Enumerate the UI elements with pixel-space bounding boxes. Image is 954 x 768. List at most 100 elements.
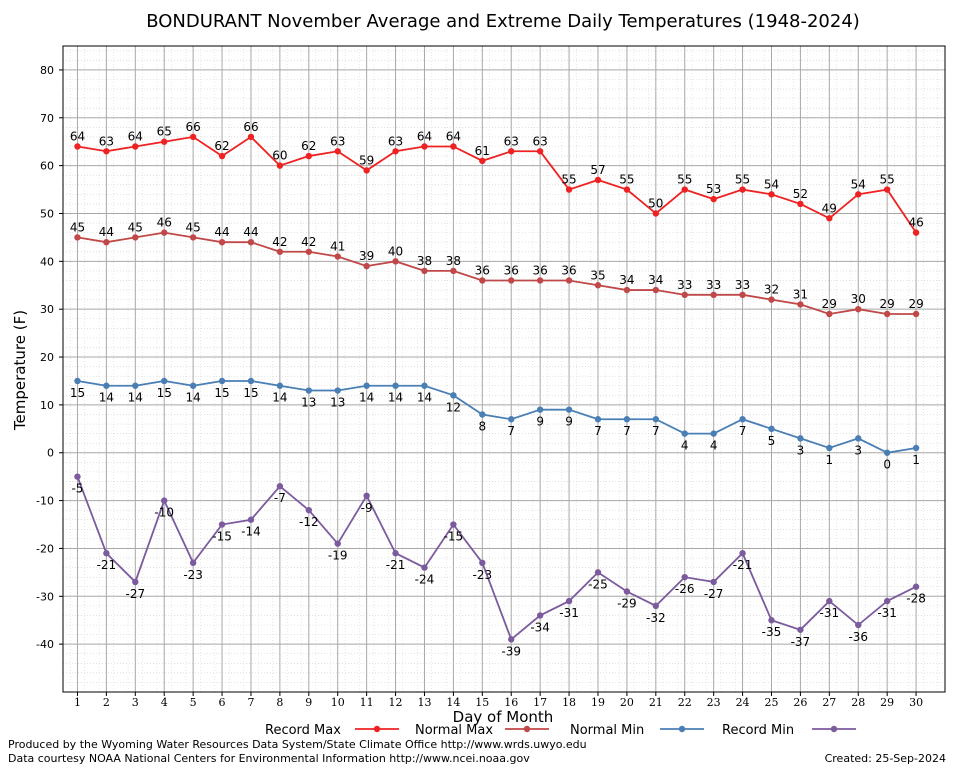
normal-max-data-label: 45 xyxy=(185,220,200,234)
normal-max-point xyxy=(103,238,110,246)
x-tick-label: 25 xyxy=(764,696,778,709)
normal-max-data-label: 33 xyxy=(735,278,750,292)
normal-max-data-label: 34 xyxy=(648,273,663,287)
record-min-data-label: -28 xyxy=(906,592,926,606)
record-min-point xyxy=(247,516,255,523)
normal-min-data-label: 13 xyxy=(330,396,345,410)
normal-min-data-label: 14 xyxy=(417,391,432,405)
normal-min-point xyxy=(103,382,110,389)
normal-max-point xyxy=(392,258,399,265)
record-max-point xyxy=(536,148,544,155)
normal-max-point xyxy=(565,277,573,284)
normal-min-data-label: 5 xyxy=(768,434,776,448)
normal-min-line xyxy=(77,380,917,454)
legend-marker-normal-min xyxy=(678,725,686,733)
record-min-series: -5 -21 -27 -10 -23 -15 -14 -7 -12 -19 -9 -21 -24 -15 -… xyxy=(71,473,926,658)
x-tick-label: 21 xyxy=(649,696,663,709)
record-min-point xyxy=(218,521,226,528)
normal-max-point xyxy=(826,310,833,318)
footer-created-date: Created: 25-Sep-2024 xyxy=(825,752,946,765)
legend-marker-record-max xyxy=(373,725,381,733)
normal-min-data-label: 9 xyxy=(565,415,573,429)
record-max-point xyxy=(652,210,660,217)
normal-min-point xyxy=(479,411,486,418)
x-tick-label: 3 xyxy=(132,696,139,709)
normal-min-data-label: 4 xyxy=(710,439,718,453)
record-min-data-label: -19 xyxy=(328,549,348,563)
normal-min-data-label: 13 xyxy=(301,396,316,410)
x-tick-label: 1 xyxy=(74,696,81,709)
x-axis-label: Day of Month xyxy=(453,708,554,726)
record-min-point xyxy=(132,578,139,586)
record-min-data-label: -31 xyxy=(559,606,579,620)
x-tick-label: 30 xyxy=(909,696,923,709)
record-min-data-label: -15 xyxy=(212,530,232,544)
x-tick-label: 7 xyxy=(247,696,254,709)
record-max-data-label: 55 xyxy=(561,173,576,187)
normal-min-point xyxy=(363,382,370,389)
legend-label-normal-min: Normal Min xyxy=(570,723,644,738)
record-max-point xyxy=(276,162,284,169)
normal-max-data-label: 32 xyxy=(764,283,779,297)
normal-max-data-label: 36 xyxy=(504,263,519,277)
normal-min-data-label: 3 xyxy=(797,443,805,457)
record-max-point xyxy=(912,229,920,236)
record-max-data-label: 66 xyxy=(185,120,200,134)
record-max-point xyxy=(565,186,573,193)
record-max-data-label: 60 xyxy=(272,149,287,163)
x-tick-label: 11 xyxy=(360,696,374,709)
record-min-data-label: -7 xyxy=(274,491,286,505)
footer-data-source: Data courtesy NOAA National Centers for … xyxy=(8,752,530,765)
normal-max-point xyxy=(421,267,428,275)
normal-max-point xyxy=(797,301,804,308)
record-max-point xyxy=(305,152,313,160)
record-min-data-label: -10 xyxy=(154,506,174,520)
normal-max-point xyxy=(536,277,544,284)
record-min-data-label: -21 xyxy=(733,558,753,572)
record-min-line xyxy=(76,476,917,641)
plot-frame xyxy=(62,45,946,693)
record-min-data-label: -23 xyxy=(183,568,203,582)
x-tick-label: 18 xyxy=(562,696,576,709)
normal-max-data-label: 35 xyxy=(590,268,605,282)
x-tick-label: 14 xyxy=(446,696,460,709)
record-max-data-label: 64 xyxy=(70,129,85,143)
x-tick-label: 12 xyxy=(389,696,403,709)
normal-min-data-label: 14 xyxy=(99,391,114,405)
record-min-data-label: -5 xyxy=(71,482,83,496)
normal-min-data-label: 15 xyxy=(214,386,229,400)
record-min-point xyxy=(74,473,81,480)
record-min-point xyxy=(536,612,544,619)
normal-min-point xyxy=(508,416,515,423)
record-max-data-label: 57 xyxy=(590,163,605,177)
normal-max-data-label: 38 xyxy=(446,254,461,268)
normal-max-point xyxy=(681,291,688,299)
record-max-point xyxy=(768,191,775,198)
record-min-point xyxy=(189,559,197,566)
normal-min-data-label: 14 xyxy=(388,391,403,405)
normal-min-data-label: 4 xyxy=(681,439,689,453)
normal-min-point xyxy=(536,406,544,413)
x-tick-label: 13 xyxy=(417,696,431,709)
normal-min-point xyxy=(652,416,660,423)
normal-min-data-label: 0 xyxy=(883,458,891,472)
normal-min-data-label: 14 xyxy=(185,391,200,405)
normal-min-data-label: 12 xyxy=(446,400,461,414)
record-min-point xyxy=(392,550,399,557)
x-tick-label: 15 xyxy=(475,696,489,709)
normal-max-data-label: 42 xyxy=(272,235,287,249)
x-tick-label: 8 xyxy=(276,696,283,709)
y-tick-label: 0 xyxy=(47,447,54,460)
normal-min-point xyxy=(826,444,833,452)
normal-min-point xyxy=(710,430,717,437)
record-min-point xyxy=(681,573,688,581)
record-min-point xyxy=(421,564,428,571)
record-min-point xyxy=(334,540,341,547)
record-max-data-label: 63 xyxy=(99,134,114,148)
normal-max-point xyxy=(74,234,81,241)
normal-min-data-label: 15 xyxy=(70,386,85,400)
normal-max-data-label: 30 xyxy=(851,292,866,306)
y-tick-label: -20 xyxy=(36,542,54,555)
